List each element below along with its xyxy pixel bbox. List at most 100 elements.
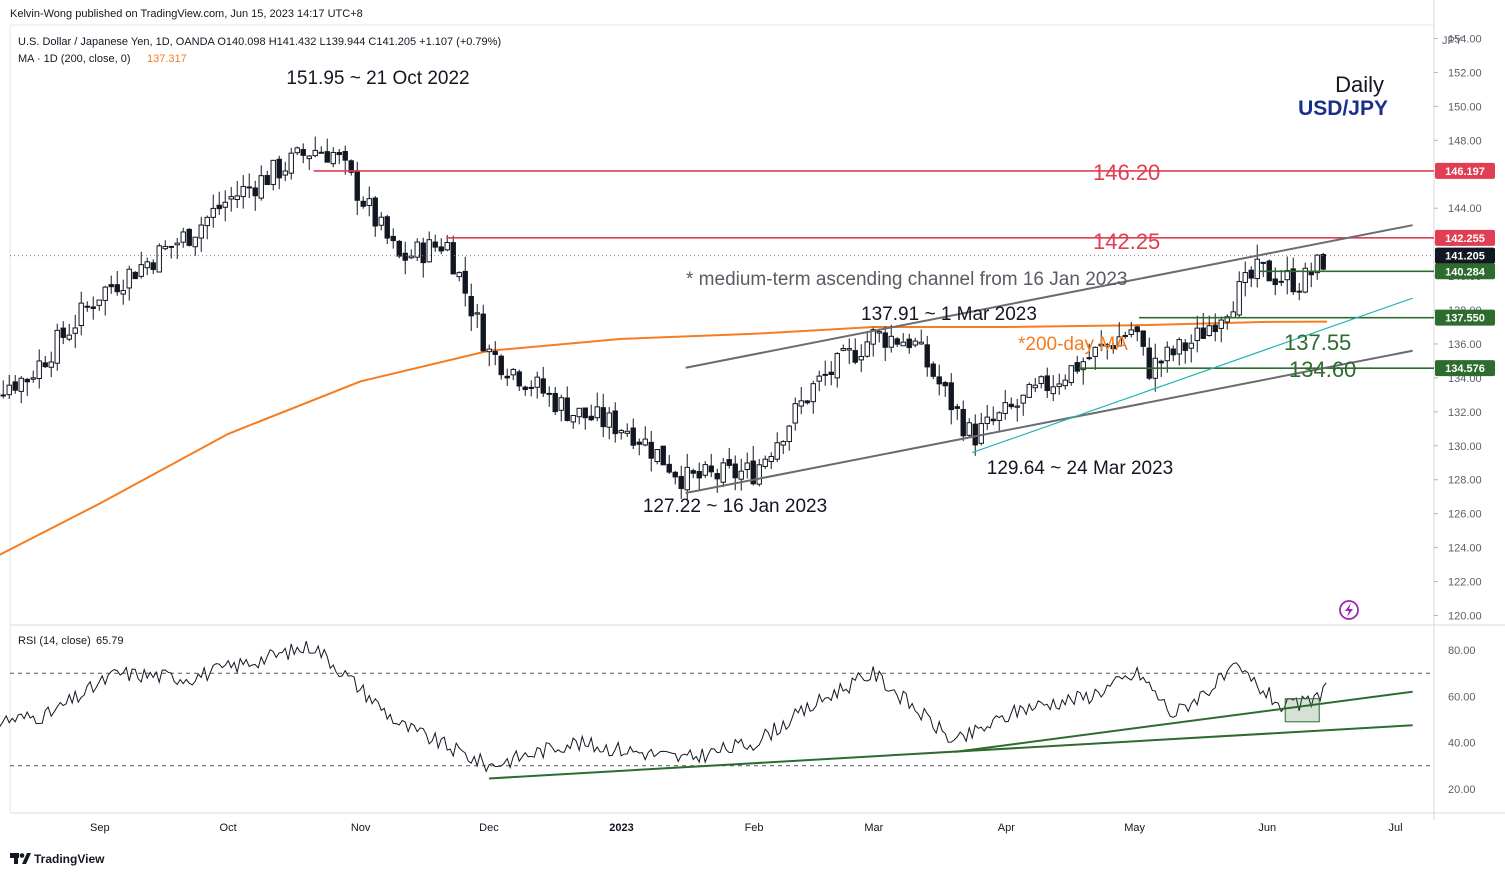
candle xyxy=(540,366,546,398)
resistance-142-label: 142.25 xyxy=(1093,229,1160,254)
candle-body-up xyxy=(762,458,768,467)
rsi-tick-label: 40.00 xyxy=(1448,738,1476,750)
candle-body-up xyxy=(486,348,492,353)
price-tag-text: 134.576 xyxy=(1445,363,1485,375)
candle-body-up xyxy=(288,152,294,174)
candle xyxy=(216,191,222,216)
candle xyxy=(1014,398,1020,422)
candle xyxy=(1080,357,1086,385)
candle xyxy=(1254,244,1260,288)
ma-legend-value: 137.317 xyxy=(147,53,187,65)
rsi-highlight-box xyxy=(1284,698,1320,723)
time-tick-label: Sep xyxy=(90,822,110,834)
time-tick-label: Apr xyxy=(998,822,1015,834)
candle-body-down xyxy=(384,216,390,239)
candle-body-up xyxy=(702,464,708,476)
candle-body-up xyxy=(816,375,822,382)
price-tag-text: 137.550 xyxy=(1445,313,1485,325)
candle-body-up xyxy=(624,430,630,434)
candle-body-down xyxy=(354,170,360,201)
candle-body-down xyxy=(90,306,96,309)
candle xyxy=(324,138,330,163)
time-tick-label: Mar xyxy=(864,822,883,834)
candle-body-up xyxy=(204,216,210,227)
candle xyxy=(108,275,114,294)
candle-body-up xyxy=(558,397,564,411)
resistance-146-label: 146.20 xyxy=(1093,160,1160,185)
candle-body-up xyxy=(234,195,240,200)
candle xyxy=(576,407,582,425)
candle xyxy=(1170,345,1176,362)
candle xyxy=(756,458,762,487)
candle xyxy=(804,399,810,405)
candle-body-up xyxy=(996,412,1002,422)
candle xyxy=(966,418,972,438)
candle xyxy=(1092,346,1098,370)
candle xyxy=(504,368,510,387)
candle-body-up xyxy=(1254,258,1260,280)
candle xyxy=(846,338,852,365)
candle-body-up xyxy=(594,406,600,419)
support-137-label: 137.55 xyxy=(1284,330,1351,355)
candle-body-up xyxy=(1194,327,1200,342)
price-tick-label: 154.00 xyxy=(1448,33,1482,45)
candle-body-up xyxy=(744,462,750,471)
support-134-label: 134.60 xyxy=(1289,357,1356,382)
candle xyxy=(54,323,60,371)
price-tick-label: 148.00 xyxy=(1448,135,1482,147)
candle xyxy=(462,256,468,307)
candle-body-up xyxy=(1062,379,1068,387)
candle-body-up xyxy=(270,159,276,185)
candle xyxy=(144,257,150,276)
candle-body-down xyxy=(924,344,930,368)
candle-body-down xyxy=(540,378,546,394)
candle xyxy=(624,423,630,437)
candle-body-up xyxy=(774,442,780,460)
candle-body-down xyxy=(492,351,498,355)
rsi-line xyxy=(0,640,1327,773)
symbol-title: USD/JPY xyxy=(1298,97,1388,120)
candle-body-down xyxy=(1158,360,1164,364)
candle-body-up xyxy=(162,245,168,250)
candle xyxy=(270,159,276,191)
candle-body-up xyxy=(180,231,186,243)
candle xyxy=(744,452,750,479)
candle-body-up xyxy=(96,299,102,306)
candle xyxy=(1176,337,1182,366)
candle-body-up xyxy=(1104,344,1110,347)
candle-body-up xyxy=(1038,376,1044,384)
candle xyxy=(192,236,198,256)
candle xyxy=(528,380,534,397)
candle-body-up xyxy=(6,384,12,396)
candle-body-up xyxy=(228,196,234,200)
candle xyxy=(948,373,954,425)
candle-body-up xyxy=(978,423,984,444)
price-tag: 146.197 xyxy=(1435,162,1495,179)
candle xyxy=(702,461,708,478)
candle-body-down xyxy=(630,427,636,446)
candle xyxy=(402,241,408,275)
candle-body-down xyxy=(114,284,120,293)
candle-body-up xyxy=(1302,267,1308,293)
ma-200-line xyxy=(0,320,1328,556)
candle xyxy=(480,304,486,352)
lightning-icon[interactable] xyxy=(1339,600,1359,620)
candle-body-down xyxy=(150,262,156,271)
candle-body-up xyxy=(618,430,624,434)
price-tag-bg xyxy=(1435,263,1495,280)
candle-body-up xyxy=(1236,281,1242,316)
candle-body-down xyxy=(504,375,510,379)
candle-body-up xyxy=(72,327,78,334)
candle xyxy=(1116,322,1122,347)
candle-body-down xyxy=(24,378,30,383)
price-tick-label: 132.00 xyxy=(1448,407,1482,419)
candle-body-up xyxy=(1188,342,1194,349)
candle xyxy=(102,285,108,316)
candle-body-down xyxy=(852,350,858,363)
candle xyxy=(234,181,240,208)
candle-body-up xyxy=(294,147,300,154)
candle xyxy=(642,426,648,447)
candle-body-down xyxy=(132,271,138,280)
candle xyxy=(522,385,528,396)
